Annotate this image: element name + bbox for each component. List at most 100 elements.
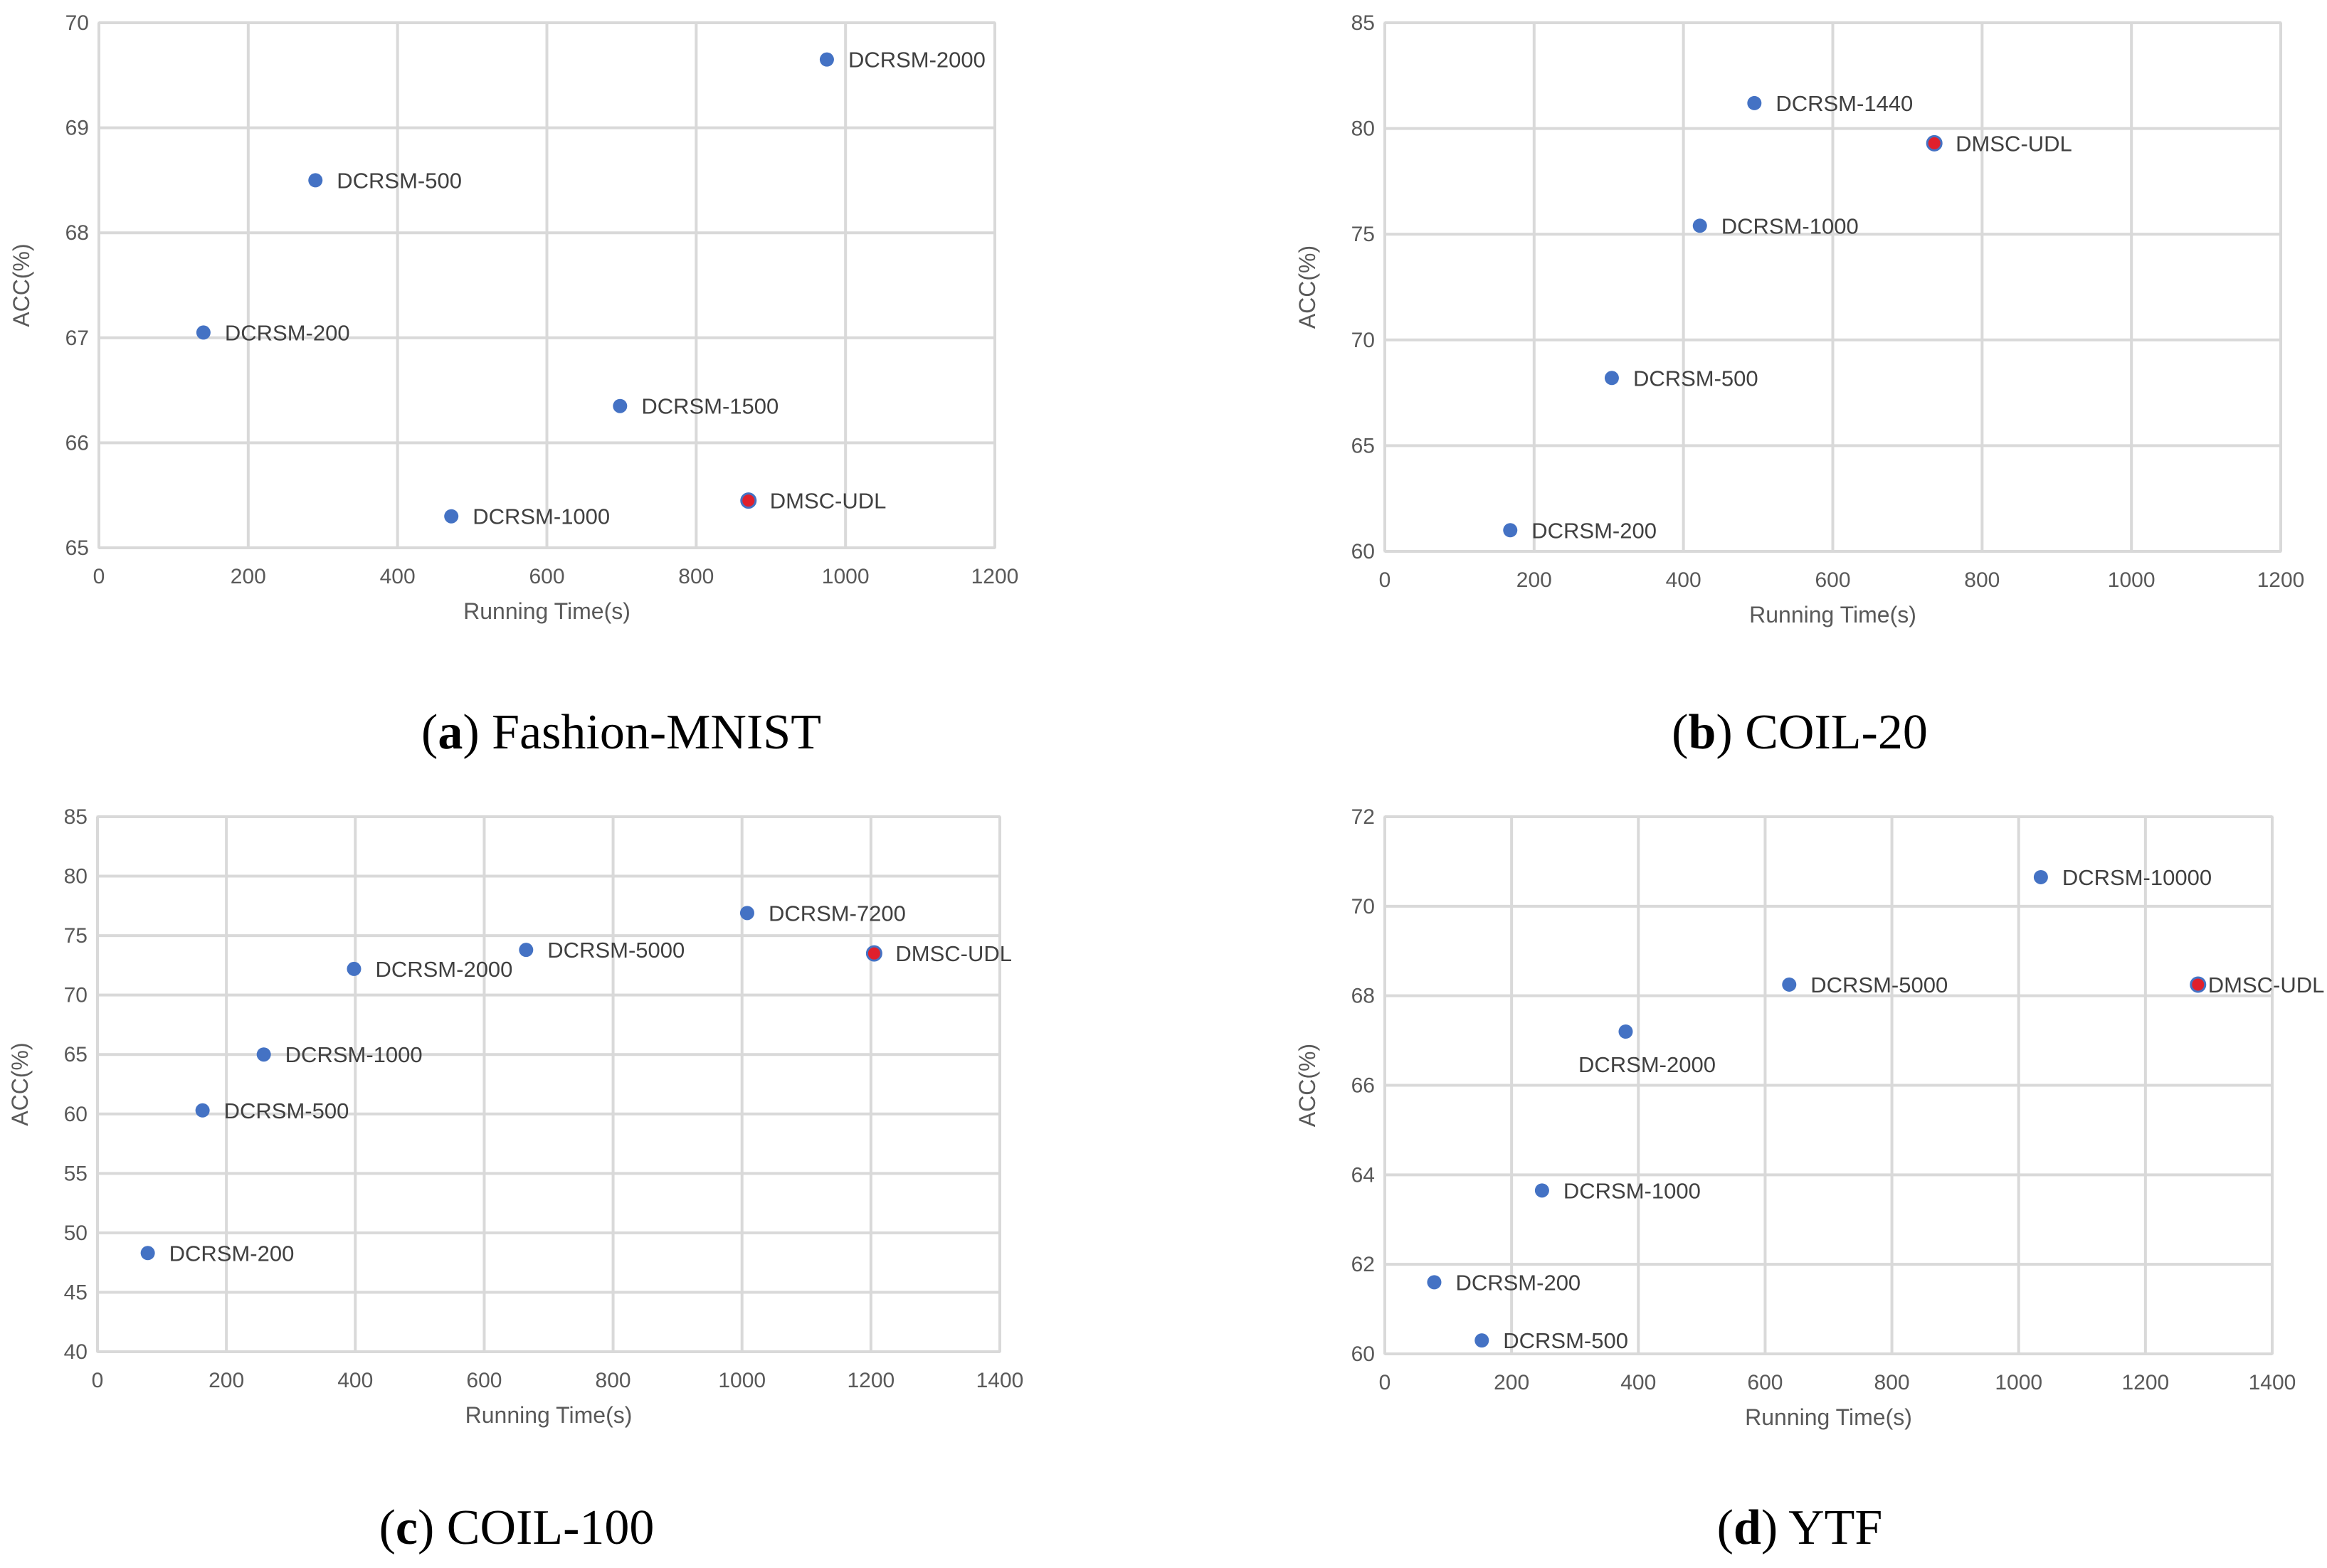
data-point-dcrsm-1000	[1534, 1183, 1549, 1198]
data-label: DCRSM-5000	[547, 938, 685, 963]
data-point-dcrsm-2000	[347, 961, 362, 976]
caption-paren: (	[1672, 705, 1688, 760]
y-tick-label: 80	[1351, 117, 1375, 141]
y-axis-title: ACC(%)	[1294, 245, 1320, 329]
x-tick-label: 1000	[1995, 1371, 2042, 1394]
y-tick-label: 85	[1351, 11, 1375, 35]
x-axis-title: Running Time(s)	[1749, 602, 1916, 627]
y-tick-label: 65	[64, 1043, 88, 1066]
caption-paren: (	[421, 705, 438, 760]
caption-paren: )	[418, 1500, 434, 1555]
data-label: DMSC-UDL	[895, 941, 1012, 966]
data-point-dcrsm-1500	[613, 398, 628, 413]
caption-paren: )	[1716, 705, 1732, 760]
data-point-dmsc-udl	[1926, 134, 1943, 152]
data-label: DCRSM-2000	[1578, 1052, 1716, 1077]
data-point-dcrsm-500	[1474, 1333, 1489, 1348]
data-label: DCRSM-1000	[473, 504, 610, 529]
caption-paren: (	[379, 1500, 396, 1555]
y-tick-label: 60	[64, 1103, 88, 1126]
data-point-dcrsm-5000	[1782, 977, 1797, 992]
data-point-dmsc-udl	[740, 492, 757, 509]
data-point-dcrsm-200	[196, 325, 211, 340]
y-tick-label: 70	[64, 984, 88, 1007]
y-axis-title: ACC(%)	[1294, 1044, 1320, 1127]
subfigure-caption: (c) COIL-100	[379, 1500, 655, 1555]
data-point-dcrsm-500	[308, 173, 323, 188]
y-tick-label: 70	[65, 11, 89, 35]
data-label: DCRSM-1000	[285, 1042, 423, 1067]
data-point-dcrsm-1440	[1747, 95, 1762, 110]
data-label: DCRSM-500	[1503, 1328, 1628, 1353]
data-point-dcrsm-2000	[1618, 1024, 1633, 1039]
data-point-dcrsm-5000	[519, 943, 534, 958]
chart-panel-b: 60 65 70 75 80 85 0 200 400 600 800 1000 1200 Running…	[1294, 11, 2304, 760]
data-label: DCRSM-1500	[641, 394, 779, 419]
x-tick-label: 800	[596, 1369, 631, 1392]
data-label: DCRSM-200	[169, 1241, 295, 1266]
y-tick-label: 68	[1351, 985, 1375, 1008]
caption-letter: d	[1734, 1500, 1761, 1555]
data-label: DCRSM-1440	[1775, 91, 1913, 116]
y-tick-label: 65	[1351, 434, 1375, 457]
data-point-dcrsm-200	[140, 1246, 155, 1261]
y-tick-label: 60	[1351, 540, 1375, 563]
y-axis-title: ACC(%)	[7, 1042, 33, 1125]
caption-text: COIL-100	[434, 1500, 654, 1555]
y-tick-label: 72	[1351, 805, 1375, 829]
plot-area-frame	[1383, 21, 2282, 553]
y-tick-label: 65	[65, 536, 89, 560]
data-label: DCRSM-7200	[769, 901, 906, 926]
x-tick-label: 1200	[2121, 1371, 2169, 1394]
x-tick-label: 400	[1620, 1371, 1656, 1394]
caption-text: COIL-20	[1733, 705, 1928, 760]
y-tick-label: 70	[1351, 329, 1375, 352]
chart-panel-c: 40 45 50 55 60 65 70 75 80 85 0 200 400 600 800 1000 120…	[7, 805, 1023, 1555]
caption-text: Fashion-MNIST	[480, 705, 821, 760]
caption-paren: (	[1717, 1500, 1734, 1555]
data-point-dmsc-udl	[865, 945, 882, 962]
data-point-dcrsm-1000	[256, 1047, 271, 1062]
caption-text: YTF	[1778, 1500, 1882, 1555]
x-tick-label: 200	[1516, 568, 1552, 592]
data-label: DCRSM-500	[337, 168, 462, 193]
y-tick-label: 64	[1351, 1163, 1375, 1187]
caption-paren: )	[1761, 1500, 1778, 1555]
caption-letter: c	[396, 1500, 418, 1555]
x-tick-label: 1000	[2108, 568, 2155, 592]
x-tick-label: 1400	[2249, 1371, 2296, 1394]
x-tick-label: 1200	[971, 565, 1019, 588]
data-label: DCRSM-500	[1633, 366, 1758, 391]
x-tick-label: 800	[1964, 568, 2000, 592]
plot-area-frame	[96, 815, 1001, 1353]
data-label: DMSC-UDL	[1956, 131, 2072, 156]
x-tick-label: 400	[380, 565, 416, 588]
x-tick-label: 600	[1747, 1371, 1783, 1394]
x-tick-label: 600	[1815, 568, 1850, 592]
plot-area-frame	[97, 21, 996, 549]
x-tick-label: 0	[1379, 1371, 1391, 1394]
data-label: DMSC-UDL	[770, 489, 887, 514]
data-point-dcrsm-500	[195, 1103, 210, 1118]
data-point-dcrsm-500	[1604, 371, 1619, 386]
chart-panel-d: 60 62 64 66 68 70 72 0 200 400 600 800 1000 1200 1400 R…	[1294, 805, 2324, 1555]
data-label: DCRSM-5000	[1810, 973, 1948, 997]
x-tick-label: 400	[337, 1369, 373, 1392]
x-axis-title: Running Time(s)	[1745, 1404, 1912, 1430]
x-tick-label: 200	[209, 1369, 244, 1392]
subfigure-caption: (b) COIL-20	[1672, 705, 1928, 760]
plot-area-frame	[1383, 815, 2274, 1355]
x-tick-label: 0	[93, 565, 105, 588]
y-tick-label: 45	[64, 1281, 88, 1304]
data-label: DMSC-UDL	[2208, 973, 2325, 997]
x-tick-label: 800	[1874, 1371, 1910, 1394]
y-tick-label: 75	[64, 924, 88, 948]
x-tick-label: 0	[92, 1369, 104, 1392]
y-tick-label: 50	[64, 1222, 88, 1245]
data-point-dcrsm-2000	[819, 52, 834, 67]
data-label: DCRSM-2000	[375, 957, 512, 982]
y-tick-label: 67	[65, 327, 89, 350]
data-label: DCRSM-200	[1455, 1270, 1581, 1295]
data-point-dmsc-udl	[2190, 976, 2207, 993]
x-tick-label: 400	[1666, 568, 1701, 592]
